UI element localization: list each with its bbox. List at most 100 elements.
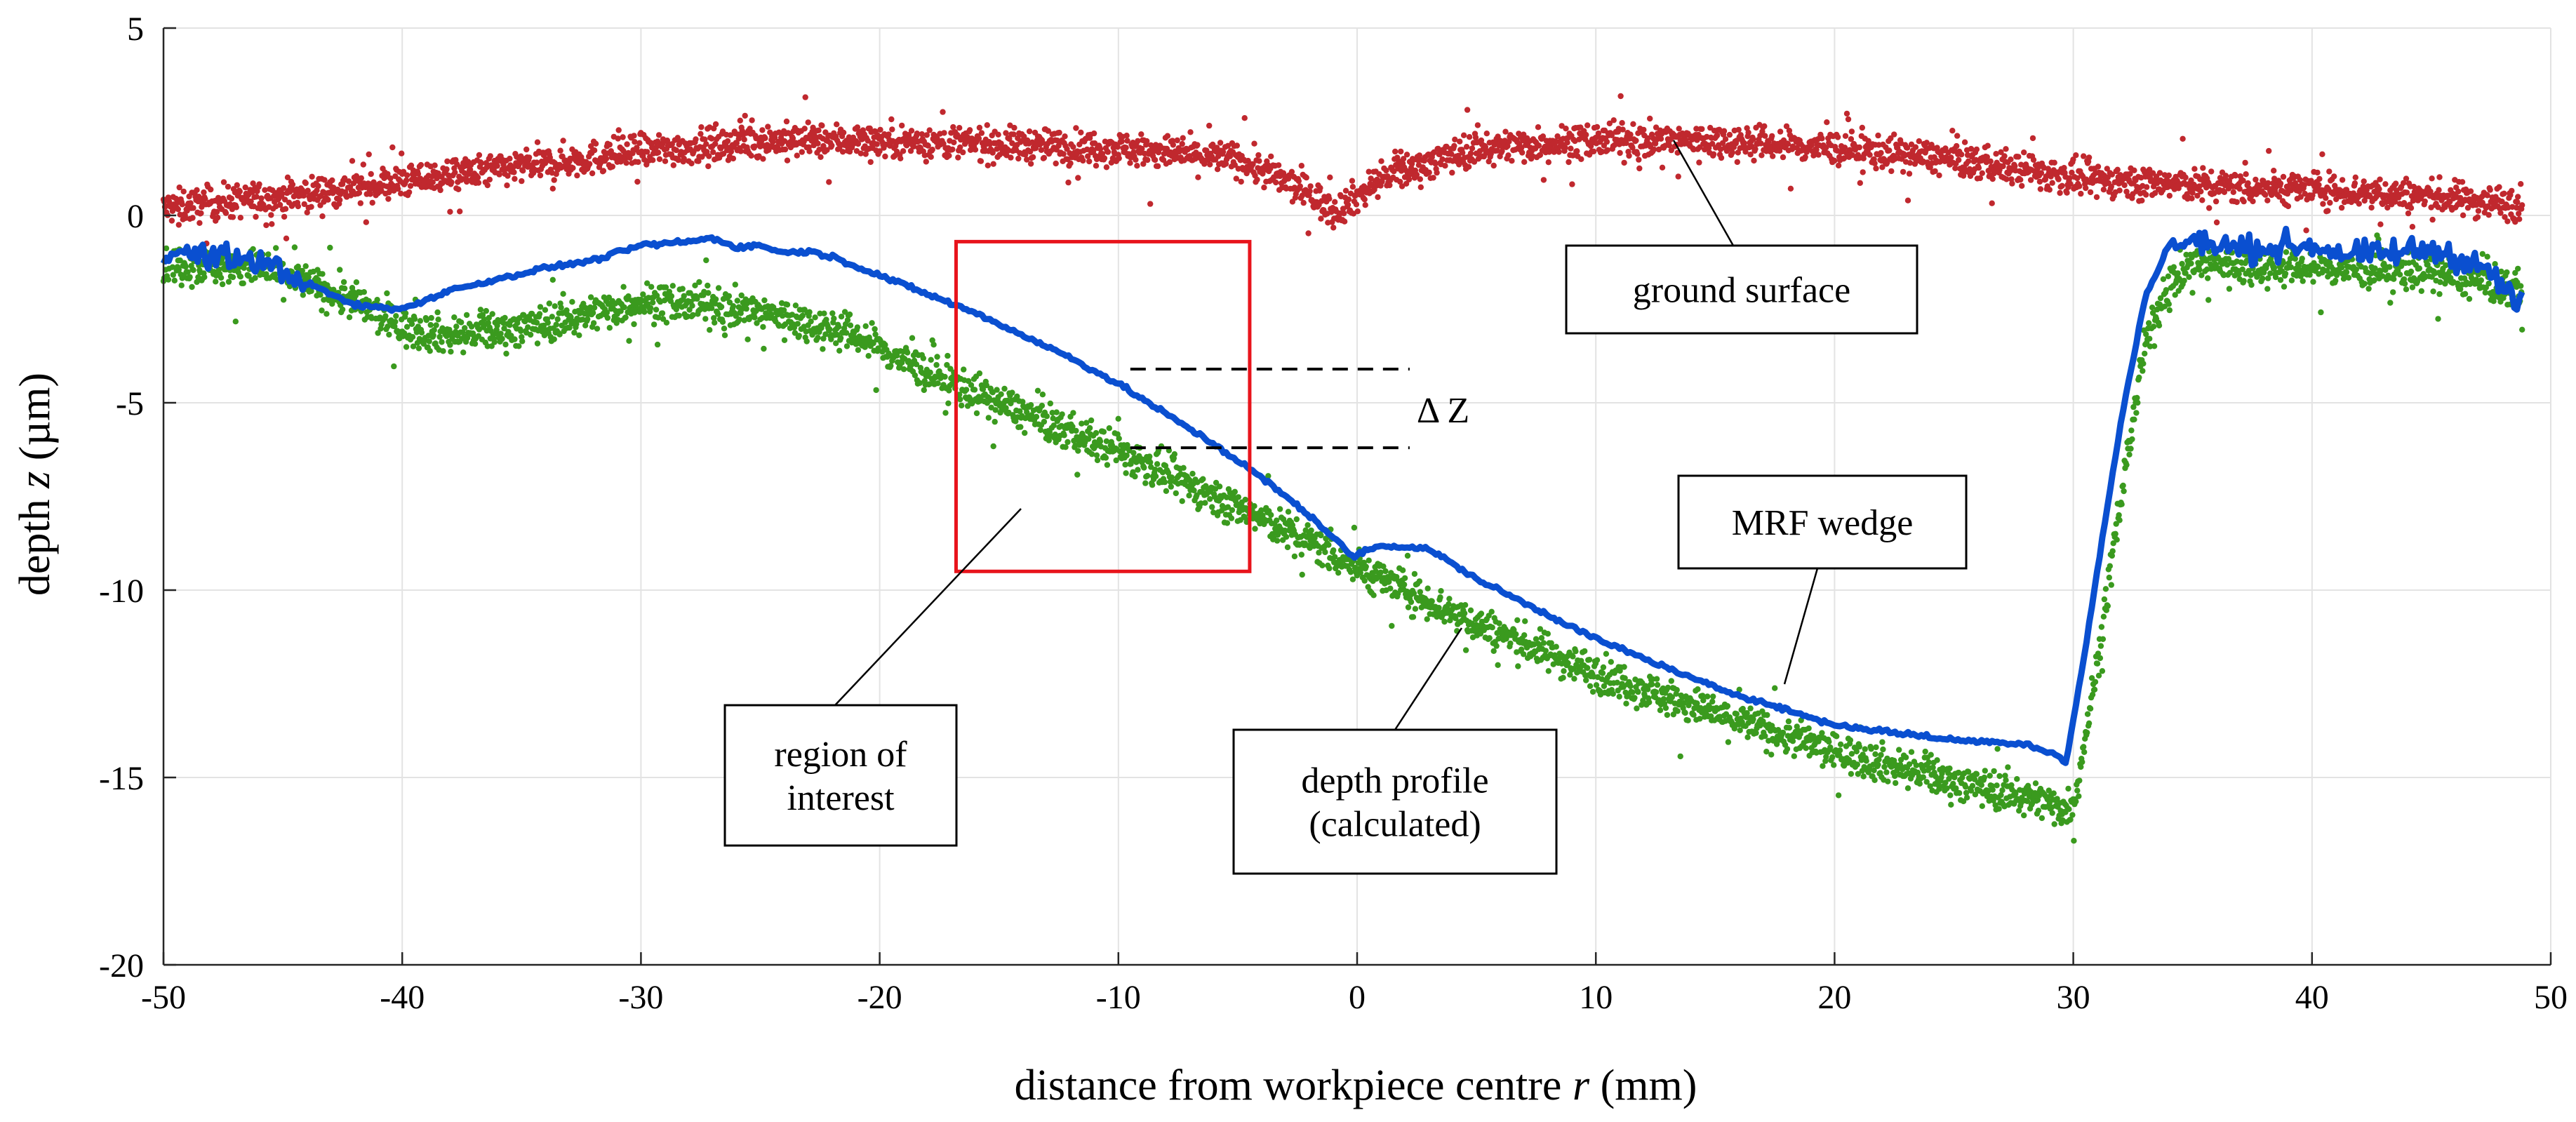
data-point bbox=[820, 346, 826, 352]
data-point bbox=[1449, 169, 1455, 176]
data-point bbox=[1039, 140, 1046, 146]
data-point bbox=[240, 280, 246, 286]
data-point bbox=[806, 148, 813, 154]
data-point bbox=[219, 281, 226, 288]
data-point bbox=[2139, 197, 2145, 203]
data-point bbox=[2073, 152, 2079, 159]
data-point bbox=[1147, 453, 1153, 460]
data-point bbox=[910, 143, 917, 149]
data-point bbox=[2076, 183, 2083, 189]
data-point bbox=[625, 149, 632, 156]
data-point bbox=[712, 121, 719, 128]
data-point bbox=[1009, 389, 1015, 396]
data-point bbox=[2485, 212, 2492, 218]
data-point bbox=[1232, 161, 1239, 168]
data-point bbox=[391, 363, 397, 370]
data-point bbox=[1022, 152, 1029, 158]
data-point bbox=[2200, 165, 2206, 171]
data-point bbox=[190, 267, 196, 274]
data-point bbox=[178, 282, 185, 288]
data-point bbox=[719, 319, 726, 325]
data-point bbox=[1759, 152, 1765, 159]
data-point bbox=[1650, 146, 1657, 153]
data-point bbox=[346, 314, 353, 321]
data-point bbox=[452, 169, 458, 175]
data-point bbox=[2116, 187, 2123, 194]
data-point bbox=[836, 323, 842, 330]
data-point bbox=[2405, 210, 2412, 217]
data-point bbox=[1540, 133, 1547, 140]
data-point bbox=[1144, 472, 1151, 479]
data-point bbox=[1053, 409, 1060, 415]
data-point bbox=[315, 182, 321, 189]
data-point bbox=[2008, 156, 2014, 163]
data-point bbox=[402, 310, 409, 316]
data-point bbox=[1228, 515, 1235, 521]
data-point bbox=[457, 208, 463, 215]
data-point bbox=[304, 209, 310, 215]
data-point bbox=[940, 109, 946, 115]
data-point bbox=[2086, 154, 2093, 161]
data-point bbox=[389, 144, 396, 151]
data-point bbox=[1451, 142, 1457, 149]
data-point bbox=[472, 340, 479, 347]
data-point bbox=[411, 316, 418, 322]
data-point bbox=[1250, 161, 1256, 168]
data-point bbox=[609, 163, 615, 170]
data-point bbox=[1359, 189, 1366, 196]
data-point bbox=[1856, 144, 1862, 151]
data-point bbox=[1088, 417, 1095, 424]
data-point bbox=[1956, 156, 1962, 163]
data-point bbox=[363, 219, 369, 225]
data-point bbox=[925, 142, 931, 149]
data-point bbox=[339, 306, 346, 313]
data-point bbox=[726, 293, 733, 300]
data-point bbox=[874, 141, 880, 147]
data-point bbox=[2046, 187, 2053, 193]
data-point bbox=[256, 181, 262, 187]
data-point bbox=[2182, 174, 2189, 181]
data-point bbox=[317, 292, 323, 298]
data-point bbox=[319, 271, 326, 277]
data-point bbox=[805, 119, 811, 126]
data-point bbox=[1127, 160, 1133, 166]
data-point bbox=[443, 166, 450, 173]
data-point bbox=[1027, 148, 1034, 155]
data-point bbox=[990, 161, 996, 167]
data-point bbox=[1070, 410, 1076, 416]
data-point bbox=[1342, 187, 1349, 194]
data-point bbox=[491, 339, 498, 345]
data-point bbox=[302, 263, 309, 269]
data-point bbox=[957, 396, 963, 403]
data-point bbox=[576, 332, 582, 338]
data-point bbox=[1027, 161, 1034, 167]
data-point bbox=[2095, 163, 2102, 170]
data-point bbox=[930, 342, 937, 348]
data-point bbox=[1721, 128, 1728, 134]
data-point bbox=[946, 152, 952, 159]
data-point bbox=[620, 283, 627, 290]
data-point bbox=[484, 182, 490, 189]
data-point bbox=[1171, 451, 1178, 458]
data-point bbox=[1979, 170, 1985, 176]
data-point bbox=[1330, 225, 1337, 231]
data-point bbox=[945, 352, 951, 359]
data-point bbox=[1268, 153, 1274, 160]
data-point bbox=[1134, 163, 1140, 169]
data-point bbox=[403, 344, 410, 350]
data-point bbox=[1062, 444, 1069, 450]
data-point bbox=[357, 200, 363, 206]
data-point bbox=[2144, 184, 2150, 190]
data-point bbox=[984, 122, 991, 128]
data-point bbox=[1563, 126, 1569, 132]
data-point bbox=[681, 155, 687, 162]
data-point bbox=[1065, 439, 1071, 446]
data-point bbox=[329, 177, 335, 184]
data-point bbox=[2180, 135, 2186, 142]
data-point bbox=[1426, 169, 1432, 175]
data-point bbox=[1024, 156, 1030, 163]
data-point bbox=[1222, 161, 1229, 167]
data-point bbox=[1349, 178, 1356, 184]
data-point bbox=[727, 132, 734, 138]
data-point bbox=[228, 195, 235, 202]
